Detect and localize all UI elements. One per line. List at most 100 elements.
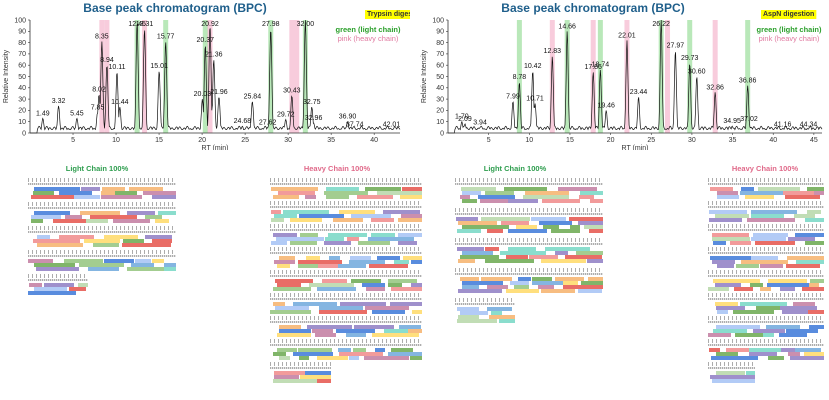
peptide-bar — [783, 191, 814, 195]
peptide-bar — [28, 291, 76, 295]
peptide-bar — [711, 356, 758, 360]
peptide-bar — [790, 356, 824, 360]
peptide-bar — [377, 191, 422, 195]
x-tick-label: 30 — [284, 137, 292, 144]
peptide-bar — [758, 187, 800, 191]
sequence-row — [270, 206, 422, 208]
sequence-row — [708, 229, 824, 231]
peptide-bar — [551, 229, 580, 233]
peptide-bar — [390, 302, 422, 306]
coverage-map-aspn-light — [455, 178, 605, 333]
peptide-bar — [580, 191, 603, 195]
peak-label: 19.46 — [597, 102, 615, 109]
peptide-bar — [135, 259, 151, 263]
peptide-bar — [317, 379, 331, 383]
digestion-label-highlight — [365, 10, 410, 19]
peptide-bar — [127, 211, 155, 215]
x-tick-label: 45 — [810, 137, 818, 144]
peptide-bar — [563, 281, 578, 285]
y-tick-label: 60 — [436, 63, 444, 70]
peak-label: 36.86 — [739, 78, 757, 85]
peptide-bar — [365, 187, 401, 191]
peptide-bar — [290, 218, 322, 222]
sequence-row — [455, 303, 515, 305]
peptide-bar — [735, 333, 763, 337]
peptide-bar — [353, 348, 366, 352]
peak-label: 30.60 — [688, 69, 706, 76]
peptide-bar — [34, 211, 70, 215]
peptide-bar — [375, 348, 385, 352]
sequence-ruler — [708, 178, 824, 182]
peptide-bar — [152, 239, 172, 243]
peptide-bar — [271, 210, 281, 214]
sequence-ruler — [270, 316, 422, 320]
peptide-bar — [796, 260, 824, 264]
peptide-bar — [576, 251, 603, 255]
peptide-bar — [364, 356, 409, 360]
peptide-bar — [558, 187, 597, 191]
peptide-bar — [317, 287, 356, 291]
peak-label: 2.09 — [458, 116, 472, 123]
peptide-bar — [315, 333, 336, 337]
sequence-ruler — [455, 208, 603, 212]
peak-label: 37.74 — [346, 122, 364, 129]
peptide-bar — [531, 217, 566, 221]
x-tick-label: 30 — [688, 137, 696, 144]
bpc-trace — [448, 19, 823, 134]
peptide-bar — [371, 218, 394, 222]
peptide-bar — [730, 241, 751, 245]
chart-title: Base peak chromatogram (BPC) — [501, 1, 684, 15]
peptide-bar — [398, 233, 422, 237]
peptide-bar — [753, 329, 785, 333]
legend-entry: green (light chain) — [756, 25, 822, 34]
peptide-bar — [766, 325, 800, 329]
peptide-bar — [508, 247, 536, 251]
peptide-bar — [164, 263, 176, 267]
sequence-row — [270, 252, 422, 254]
peptide-bar — [391, 348, 413, 352]
peak-label: 27.97 — [667, 43, 685, 50]
peptide-bar — [36, 267, 79, 271]
peptide-bar — [458, 315, 479, 319]
peptide-bar — [277, 283, 301, 287]
peak-label: 41.16 — [774, 122, 792, 129]
peptide-bar — [325, 237, 344, 241]
peptide-bar — [351, 279, 381, 283]
peak-label: 21.96 — [210, 89, 228, 96]
peptide-bar — [283, 210, 329, 214]
peptide-bar — [749, 352, 777, 356]
peptide-bar — [34, 287, 67, 291]
peptide-bar — [543, 225, 559, 229]
peptide-bar — [532, 277, 552, 281]
x-tick-label: 25 — [241, 137, 249, 144]
peptide-bar — [717, 191, 738, 195]
sequence-row — [455, 213, 603, 215]
peptide-bar — [312, 329, 333, 333]
highlight-band — [163, 20, 169, 133]
peptide-bar — [809, 325, 824, 329]
peptide-bar — [457, 319, 497, 323]
peptide-bar — [408, 329, 422, 333]
peptide-bar — [319, 310, 367, 314]
peptide-bar — [31, 215, 61, 219]
peptide-bar — [391, 287, 422, 291]
peptide-bar — [145, 235, 172, 239]
peak-label: 32.86 — [706, 84, 724, 91]
peptide-bar — [31, 219, 43, 223]
peptide-bar — [740, 302, 787, 306]
peptide-bar — [760, 287, 771, 291]
peptide-bar — [787, 256, 824, 260]
peptide-bar — [394, 260, 409, 264]
sequence-row — [708, 275, 824, 277]
peptide-bar — [403, 256, 422, 260]
peptide-bar — [274, 375, 299, 379]
peptide-bar — [504, 187, 547, 191]
peptide-bar — [271, 218, 284, 222]
peptide-bar — [804, 352, 824, 356]
peptide-bar — [129, 187, 163, 191]
sequence-row — [28, 231, 176, 233]
peptide-bar — [357, 195, 393, 199]
peptide-bar — [781, 348, 795, 352]
peak-label: 8.94 — [100, 57, 114, 64]
peptide-bar — [270, 310, 311, 314]
